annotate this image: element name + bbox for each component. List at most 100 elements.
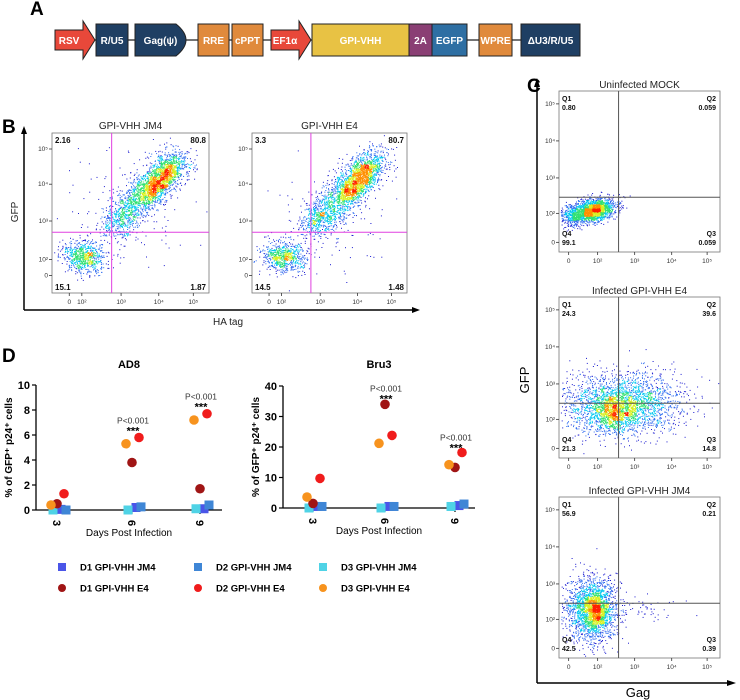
event-dot — [171, 189, 173, 190]
arrowhead-icon — [21, 126, 27, 134]
event-dot — [69, 264, 71, 266]
event-dot — [327, 218, 329, 220]
event-dot — [324, 209, 326, 211]
event-dot — [149, 190, 151, 192]
event-dot — [79, 237, 81, 239]
event-dot — [128, 217, 130, 219]
event-dot — [172, 164, 174, 166]
event-dot — [118, 234, 120, 236]
event-dot — [350, 168, 352, 170]
event-dot — [80, 256, 82, 258]
event-dot — [154, 191, 156, 193]
event-dot — [80, 272, 82, 274]
event-dot — [151, 215, 153, 217]
event-dot — [117, 195, 119, 197]
construct-element-rre: RRE — [197, 23, 230, 57]
event-dot — [123, 207, 125, 209]
event-dot — [319, 199, 321, 201]
event-dot — [167, 177, 169, 179]
event-dot — [337, 190, 339, 192]
event-dot — [149, 201, 151, 203]
event-dot — [96, 242, 97, 243]
event-dot — [124, 206, 126, 208]
event-dot — [313, 221, 315, 223]
event-dot — [101, 255, 103, 257]
event-dot — [86, 243, 88, 244]
event-dot — [352, 199, 354, 201]
event-dot — [128, 218, 130, 220]
event-dot — [182, 167, 184, 169]
event-dot — [137, 212, 139, 214]
event-dot — [169, 178, 171, 180]
event-dot — [317, 219, 318, 221]
event-dot — [180, 182, 182, 184]
event-dot — [160, 163, 162, 165]
event-dot — [148, 167, 150, 169]
event-dot — [159, 200, 161, 202]
event-dot — [348, 197, 350, 199]
event-dot — [109, 217, 111, 219]
event-dot — [343, 213, 344, 215]
event-dot — [87, 256, 89, 257]
event-dot — [156, 191, 158, 193]
event-dot — [135, 202, 137, 204]
event-dot — [161, 187, 163, 189]
event-dot — [337, 198, 339, 200]
event-dot — [378, 164, 380, 166]
event-dot — [335, 185, 337, 187]
event-dot — [125, 239, 127, 241]
event-dot — [101, 244, 103, 245]
event-dot — [150, 165, 152, 167]
event-dot — [346, 183, 348, 185]
event-dot — [87, 247, 89, 249]
event-dot — [177, 180, 179, 182]
y-tick-label: 10³ — [39, 218, 49, 225]
event-dot — [361, 212, 363, 214]
event-dot — [132, 183, 134, 185]
event-dot — [340, 175, 342, 177]
event-dot — [159, 162, 160, 164]
event-dot — [169, 170, 171, 172]
event-dot — [379, 165, 381, 167]
event-dot — [146, 190, 148, 192]
event-dot — [336, 187, 338, 189]
event-dot — [140, 208, 142, 210]
event-dot — [316, 207, 318, 209]
event-dot — [121, 216, 123, 217]
event-dot — [83, 255, 85, 256]
event-dot — [140, 189, 141, 190]
x-tick-label: 10³ — [116, 299, 126, 306]
event-dot — [166, 166, 168, 168]
event-dot — [161, 166, 163, 168]
event-dot — [104, 239, 106, 241]
event-dot — [350, 174, 352, 176]
event-dot — [151, 201, 153, 203]
event-dot — [105, 176, 107, 178]
event-dot — [335, 196, 337, 198]
construct-element-label: 2A — [414, 36, 427, 47]
event-dot — [123, 224, 124, 226]
event-dot — [167, 172, 169, 173]
event-dot — [123, 194, 125, 196]
event-dot — [85, 250, 87, 252]
event-dot — [316, 218, 317, 220]
event-dot — [326, 204, 328, 206]
event-dot — [175, 169, 177, 171]
event-dot — [112, 223, 114, 225]
event-dot — [168, 179, 170, 181]
event-dot — [88, 252, 90, 253]
event-dot — [365, 163, 367, 165]
event-dot — [365, 206, 367, 208]
event-dot — [110, 220, 112, 222]
event-dot — [319, 208, 321, 210]
construct-element-label: RSV — [59, 36, 80, 47]
event-dot — [61, 263, 63, 264]
event-dot — [120, 203, 122, 205]
event-dot — [73, 253, 75, 255]
event-dot — [158, 180, 160, 182]
event-dot — [304, 209, 306, 211]
event-dot — [386, 148, 388, 150]
event-dot — [296, 223, 298, 225]
event-dot — [124, 213, 126, 215]
event-dot — [347, 210, 349, 212]
